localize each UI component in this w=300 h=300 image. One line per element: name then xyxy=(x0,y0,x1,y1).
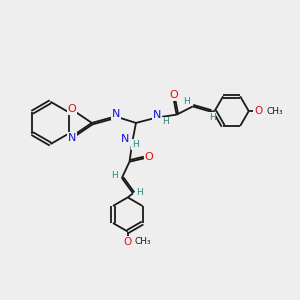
Text: N: N xyxy=(112,109,120,119)
Text: N: N xyxy=(121,134,129,144)
Text: N: N xyxy=(153,110,161,120)
Text: H: H xyxy=(183,97,190,106)
Text: O: O xyxy=(170,90,178,100)
Text: H: H xyxy=(162,117,169,126)
Text: N: N xyxy=(68,133,76,142)
Text: H: H xyxy=(209,113,216,122)
Text: H: H xyxy=(111,170,118,179)
Text: O: O xyxy=(254,106,262,116)
Text: O: O xyxy=(145,152,153,162)
Text: H: H xyxy=(132,140,139,149)
Text: CH₃: CH₃ xyxy=(266,106,283,116)
Text: CH₃: CH₃ xyxy=(134,237,151,246)
Text: O: O xyxy=(124,237,132,247)
Text: H: H xyxy=(136,188,143,196)
Text: O: O xyxy=(68,104,76,114)
